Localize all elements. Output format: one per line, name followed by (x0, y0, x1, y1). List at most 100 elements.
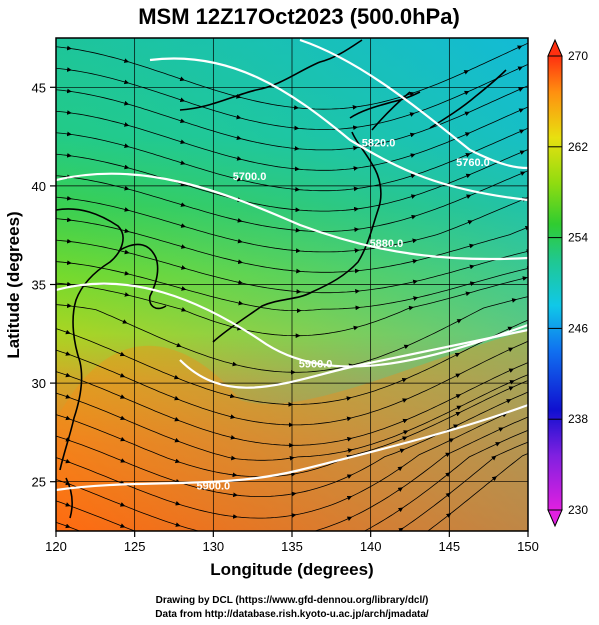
streamline (427, 453, 528, 531)
wind-arrow (65, 458, 71, 464)
wind-arrow (464, 111, 470, 116)
wind-arrow (403, 344, 410, 350)
wind-arrow (464, 90, 470, 96)
streamline (56, 391, 528, 497)
coastline-russia (179, 39, 363, 111)
wind-arrow (176, 546, 180, 547)
wind-arrow (463, 70, 469, 75)
wind-arrow (290, 472, 297, 477)
wind-arrow (346, 495, 353, 501)
wind-arrow (180, 139, 186, 144)
coastline-taiwan (65, 477, 73, 519)
wind-arrow (65, 394, 71, 399)
wind-arrow (121, 568, 125, 569)
wind-arrow (353, 206, 359, 212)
colorbar: 230 238 246 254 262 270 (547, 38, 588, 528)
wind-arrow (352, 104, 358, 110)
wind-arrow (66, 152, 72, 158)
wind-arrow (65, 372, 71, 378)
wind-arrow (66, 217, 72, 223)
wind-arrow (410, 153, 416, 158)
wind-arrow (123, 100, 130, 106)
wind-arrow (400, 548, 403, 550)
wind-arrow (124, 292, 130, 297)
wind-arrow (518, 87, 524, 92)
wind-arrow (445, 492, 451, 498)
wind-arrow (176, 587, 180, 588)
wind-arrow (123, 58, 130, 63)
wind-arrow (456, 405, 462, 411)
wind-arrow (519, 150, 525, 155)
wind-arrow (291, 513, 297, 518)
wind-arrow (403, 430, 409, 435)
colorbar-tick-label: 254 (568, 231, 588, 245)
x-tick-label: 120 (45, 539, 67, 554)
wind-arrow (65, 415, 71, 421)
wind-arrow (397, 487, 403, 492)
wind-arrow (445, 472, 451, 478)
wind-arrow (498, 427, 504, 432)
wind-arrow (520, 171, 526, 176)
wind-arrow (230, 455, 237, 461)
contour-line (56, 282, 528, 368)
contour-label: 5900.0 (299, 358, 333, 370)
wind-arrow (348, 537, 352, 539)
wind-arrow (120, 436, 126, 442)
coastline-china (56, 208, 124, 471)
wind-arrow (124, 185, 130, 191)
x-axis: 120 125 130 135 140 145 150 (45, 531, 539, 554)
wind-arrow (179, 76, 185, 82)
wind-arrow (119, 372, 126, 378)
contour-label: 5760.0 (456, 157, 490, 169)
wind-arrow (469, 243, 475, 249)
wind-arrow (398, 527, 404, 531)
wind-arrow (230, 434, 236, 440)
wind-arrow (507, 326, 513, 332)
wind-arrow (412, 279, 418, 285)
wind-arrow (455, 394, 462, 399)
colorbar-tick-label: 270 (568, 49, 588, 63)
wind-arrow (402, 436, 408, 441)
wind-arrow (236, 114, 242, 120)
wind-arrow (348, 558, 352, 560)
colorbar-top-arrow (547, 38, 563, 57)
coastline-japan (212, 91, 421, 343)
wind-arrow (411, 214, 417, 220)
wind-arrow (173, 374, 180, 380)
wind-arrow (66, 131, 72, 137)
wind-arrow (65, 523, 71, 529)
wind-arrow (236, 176, 243, 182)
wind-arrow (519, 129, 525, 134)
wind-arrow (175, 522, 181, 527)
wind-arrow (509, 380, 515, 385)
y-tick-label: 30 (32, 376, 46, 391)
wind-arrow (66, 67, 72, 72)
contour-line (299, 38, 528, 170)
wind-arrow (124, 207, 130, 212)
wind-arrow (413, 296, 419, 301)
wind-arrow (123, 122, 130, 127)
colorbar-tick-label: 262 (568, 140, 588, 154)
wind-arrow (464, 132, 471, 137)
colorbar-scale (547, 55, 563, 511)
wind-arrow (402, 398, 408, 403)
wind-arrow (174, 437, 180, 443)
wind-arrow (455, 411, 461, 417)
plot-area: 5820.0 5760.0 5700.0 5880.0 5900.0 5900.0 (56, 38, 528, 588)
wind-arrow (495, 442, 501, 447)
wind-arrow (465, 153, 471, 158)
streamline (56, 149, 528, 212)
wind-arrow (237, 218, 243, 223)
credit-drawing: Drawing by DCL (https://www.gfd-dennou.o… (156, 595, 429, 606)
wind-arrow (236, 156, 242, 161)
wind-arrow (230, 414, 236, 419)
wind-arrow (445, 513, 452, 518)
wind-arrow (465, 291, 471, 297)
wind-arrow (352, 125, 358, 131)
wind-arrow (412, 238, 418, 244)
wind-arrow (517, 45, 523, 50)
wind-arrow (124, 270, 130, 276)
wind-arrow (402, 418, 408, 424)
y-tick-label: 40 (32, 179, 46, 194)
